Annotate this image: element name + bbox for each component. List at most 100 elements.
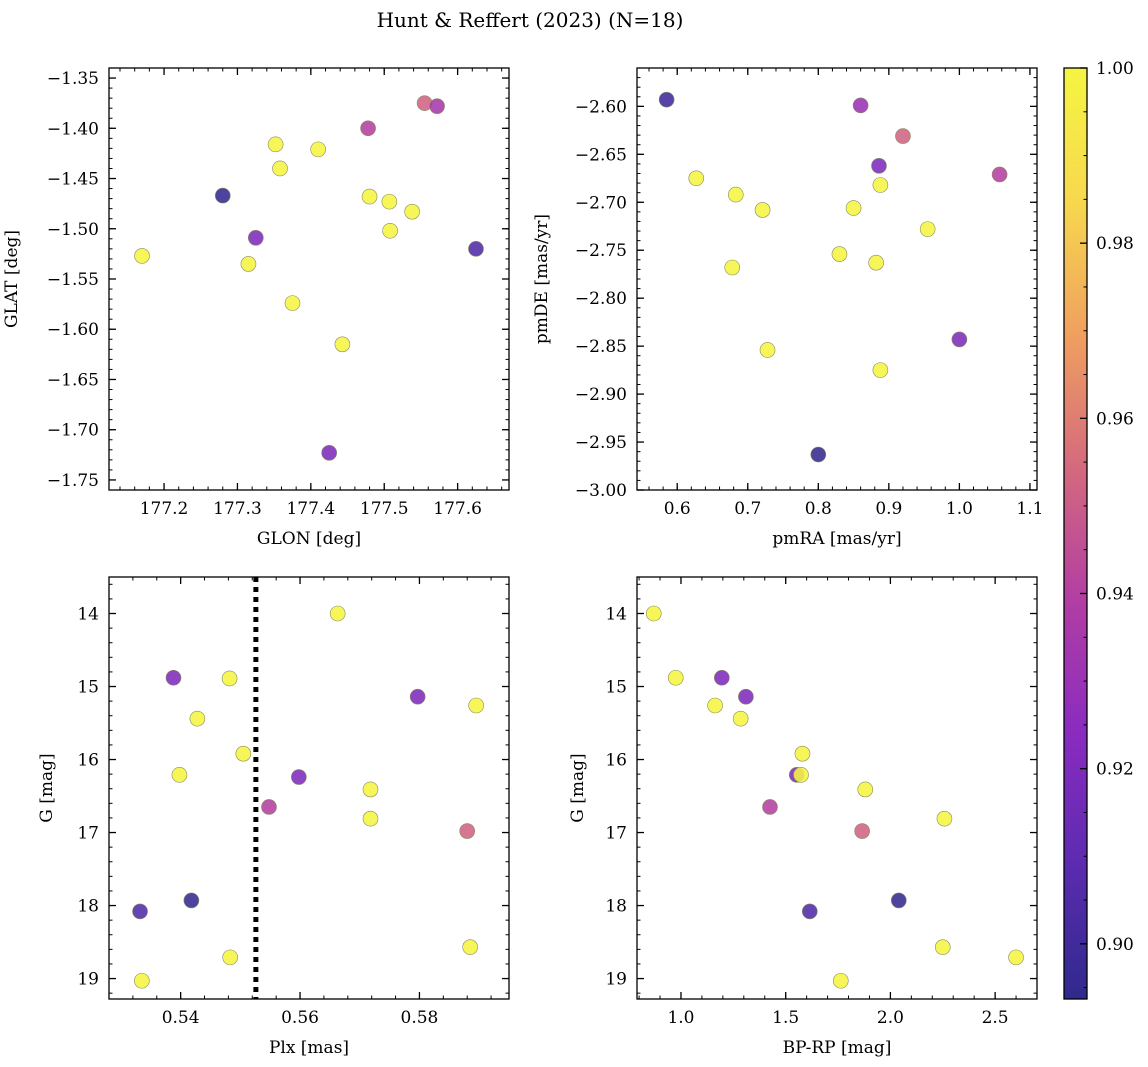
x-tick-label: 177.5: [360, 499, 409, 519]
colorbar-gradient: [1063, 67, 1088, 1000]
figure-title: Hunt & Reffert (2023) (N=18): [377, 8, 684, 32]
data-point: [845, 200, 862, 216]
y-tick-label: −2.60: [575, 97, 627, 117]
y-tick-label: 18: [605, 897, 627, 917]
data-point: [272, 160, 288, 177]
ticks: [109, 67, 509, 491]
data-point: [334, 336, 351, 353]
data-point: [754, 202, 771, 218]
data-point: [284, 295, 301, 311]
y-axis-label: G [mag]: [568, 753, 588, 822]
panel-3: 0.54 0.56 0.58 14 15 16 17 18 19 Plx [mas] G [mag]: [37, 576, 510, 1058]
y-tick-label: −1.75: [47, 471, 99, 491]
y-tick-label: −1.70: [47, 421, 99, 441]
markers: [132, 605, 484, 989]
panel-1: 177.2 177.3 177.4 177.5 177.6 −1.35 −1.40 −1.45…: [2, 67, 510, 549]
data-point: [868, 254, 884, 271]
data-point: [171, 767, 188, 783]
x-axis-label: Plx [mas]: [269, 1038, 349, 1058]
data-point: [991, 166, 1008, 183]
y-tick-label: 17: [77, 824, 99, 844]
y-tick-label: 16: [605, 751, 627, 771]
panel-4: 1.0 1.5 2.0 2.5 14 15 16 17 18 19 BP-RP [mag] G [ma…: [568, 576, 1038, 1058]
x-tick-label: 0.56: [281, 1008, 319, 1028]
data-point: [214, 187, 231, 204]
y-tick-label: 14: [605, 605, 627, 625]
data-point: [165, 669, 182, 686]
x-tick-label: 177.2: [140, 499, 189, 519]
data-point: [872, 362, 889, 378]
data-point: [381, 193, 398, 210]
data-point: [429, 98, 445, 114]
axes-frame: [636, 67, 1038, 491]
data-point: [895, 128, 911, 144]
data-point: [310, 141, 326, 158]
x-tick-label: 1.0: [667, 1008, 694, 1028]
y-tick-label: −1.40: [47, 119, 99, 139]
data-point: [189, 710, 206, 727]
ticks: [637, 577, 1038, 999]
axes-frame: [636, 576, 1038, 1000]
data-point: [240, 256, 257, 272]
x-tick-label: 177.4: [286, 499, 335, 519]
data-point: [857, 781, 874, 798]
data-point: [362, 781, 379, 798]
y-axis-label: GLAT [deg]: [2, 230, 22, 328]
y-tick-label: −1.45: [47, 170, 99, 190]
axes-frame: [108, 576, 510, 1000]
x-tick-label: 177.3: [213, 499, 262, 519]
y-tick-label: −3.00: [575, 481, 627, 501]
data-point: [951, 331, 968, 348]
data-point: [934, 939, 951, 955]
data-point: [267, 136, 284, 153]
colorbar-tick-label: 0.98: [1096, 234, 1134, 254]
y-tick-label: −2.95: [575, 433, 627, 453]
colorbar-tick-label: 0.92: [1096, 760, 1134, 780]
data-point: [222, 949, 238, 966]
y-tick-label: −1.50: [47, 220, 99, 240]
data-point: [872, 177, 889, 193]
x-tick-label: 0.54: [162, 1008, 200, 1028]
y-tick-label: 19: [605, 970, 627, 990]
x-tick-label: 0.8: [805, 499, 832, 519]
data-point: [321, 445, 337, 461]
data-point: [667, 669, 684, 686]
y-tick-label: 16: [77, 751, 99, 771]
data-point: [890, 892, 907, 909]
y-tick-label: −2.65: [575, 145, 627, 165]
x-tick-label: 0.7: [734, 499, 761, 519]
x-axis-label: GLON [deg]: [257, 529, 361, 549]
data-point: [247, 230, 264, 246]
data-point: [382, 222, 398, 239]
colorbar-tick-label: 1.00: [1096, 59, 1134, 79]
markers: [658, 91, 1008, 463]
x-axis-label: pmRA [mas/yr]: [772, 529, 901, 549]
x-tick-label: 177.6: [433, 499, 482, 519]
data-point: [759, 342, 776, 358]
data-point: [132, 903, 148, 920]
y-tick-label: −1.35: [47, 69, 99, 89]
data-point: [658, 91, 675, 108]
data-point: [468, 241, 484, 257]
data-point: [183, 892, 200, 909]
data-point: [468, 697, 484, 714]
data-point: [724, 259, 741, 276]
y-tick-label: 19: [77, 970, 99, 990]
data-point: [235, 745, 252, 762]
x-tick-label: 1.1: [1016, 499, 1043, 519]
ticks: [108, 577, 509, 999]
data-point: [801, 903, 818, 920]
y-tick-label: 17: [605, 824, 627, 844]
panel-2: 0.6 0.7 0.8 0.9 1.0 1.1 −2.60 −2.65 −2.70 −2.75 −2…: [532, 67, 1043, 549]
data-point: [871, 158, 887, 174]
colorbar-tick-label: 0.90: [1096, 935, 1134, 955]
x-tick-label: 0.58: [401, 1008, 439, 1028]
data-point: [409, 688, 426, 705]
data-point: [462, 939, 478, 955]
data-point: [404, 203, 420, 220]
x-tick-label: 1.5: [772, 1008, 799, 1028]
data-point: [291, 769, 307, 785]
x-tick-label: 2.0: [877, 1008, 904, 1028]
data-point: [738, 688, 754, 705]
data-point: [362, 810, 379, 827]
